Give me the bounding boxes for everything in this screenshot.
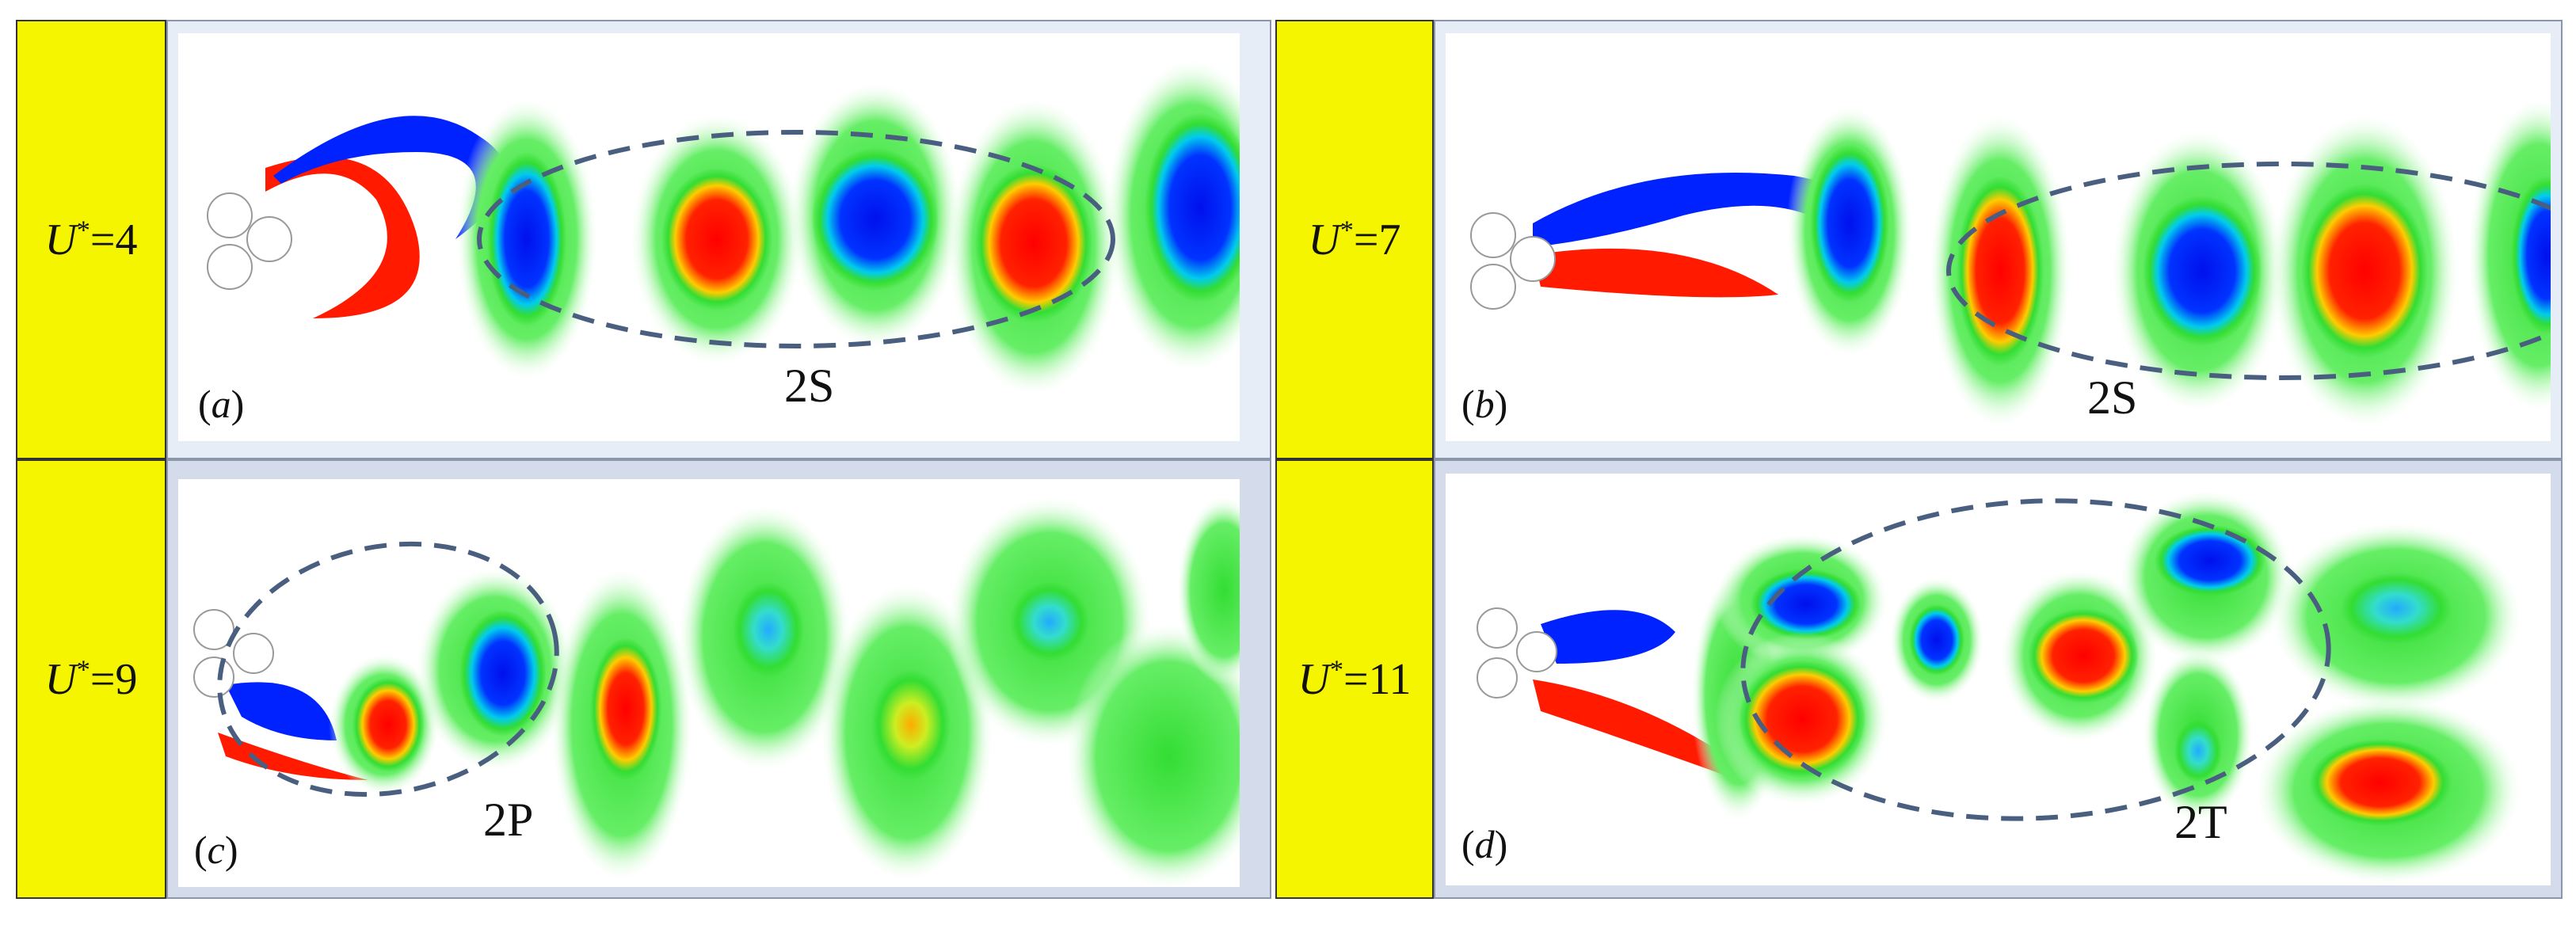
vorticity-field-b: (b) 2S	[1446, 33, 2551, 441]
vortex-negative	[487, 152, 566, 326]
velocity-symbol: U	[1308, 215, 1340, 265]
cylinder-icon	[233, 633, 274, 674]
vortex-negative	[2155, 525, 2265, 596]
mode-label: 2T	[2174, 796, 2227, 848]
panel-letter: (b)	[1461, 382, 1507, 426]
shear-layer	[265, 157, 420, 318]
velocity-superscript: *	[1329, 654, 1343, 684]
vortex-negative	[812, 148, 939, 291]
velocity-label-d: U*=11	[1275, 459, 1434, 899]
velocity-value: =4	[90, 215, 138, 265]
shear-layer	[1533, 248, 1778, 298]
velocity-superscript: *	[76, 215, 90, 245]
panel-letter: (a)	[198, 382, 244, 426]
vorticity-field-a: (a) 2S	[178, 33, 1240, 441]
pattern-ellipse	[1740, 498, 2331, 821]
vortex-negative	[1010, 582, 1089, 661]
shear-layer	[273, 116, 506, 239]
cylinder-icon	[207, 192, 253, 238]
vortex-positive	[661, 168, 772, 310]
velocity-value: =11	[1343, 654, 1412, 704]
cylinder-icon	[1516, 631, 1557, 672]
velocity-label-c: U*=9	[16, 459, 166, 899]
vortex-positive	[1739, 660, 1865, 778]
shear-layer	[1541, 610, 1675, 664]
vortex-positive	[871, 669, 951, 780]
cylinder-icon	[193, 657, 234, 698]
shear-layer	[1533, 173, 1865, 255]
vortex-positive	[974, 164, 1093, 322]
vortex-negative	[2143, 196, 2262, 346]
vortex-negative	[1810, 144, 1889, 303]
velocity-superscript: *	[1339, 215, 1354, 245]
vortex-negative	[2511, 176, 2551, 334]
vortex-positive	[1957, 176, 2044, 366]
mode-label: 2P	[483, 794, 533, 846]
pattern-ellipse	[477, 130, 1115, 348]
velocity-symbol: U	[44, 215, 77, 265]
pattern-ellipse	[217, 541, 559, 797]
vortex-positive	[2028, 608, 2139, 703]
pattern-ellipse	[1946, 162, 2551, 380]
cylinder-icon	[1477, 607, 1518, 649]
cylinder-icon	[1470, 212, 1516, 258]
vortex-negative	[2174, 719, 2222, 782]
cylinder-icon	[1510, 236, 1556, 282]
velocity-value: =9	[90, 654, 138, 704]
vortex-positive	[352, 677, 424, 772]
mode-label: 2S	[2087, 371, 2137, 424]
vortex-negative	[1145, 112, 1240, 303]
cylinder-icon	[246, 216, 292, 262]
vortex-negative	[2341, 573, 2452, 644]
velocity-symbol: U	[44, 654, 77, 704]
vortex	[2467, 97, 2551, 413]
vortex-negative	[1751, 569, 1862, 640]
vortex-negative	[459, 610, 547, 737]
shear-layer	[226, 682, 337, 740]
shear-layer	[218, 733, 368, 780]
vortex-positive	[590, 638, 661, 780]
mode-label: 2S	[784, 360, 834, 412]
velocity-superscript: *	[76, 654, 90, 684]
velocity-label-b: U*=7	[1275, 20, 1434, 459]
vorticity-field-c: (c) 2P	[178, 479, 1240, 887]
panel-letter: (c)	[194, 828, 238, 872]
vortex-positive	[2301, 184, 2428, 358]
velocity-symbol: U	[1298, 654, 1330, 704]
cylinder-icon	[193, 609, 234, 650]
velocity-value: =7	[1353, 215, 1401, 265]
vortex-negative	[733, 582, 804, 677]
shear-layer	[1533, 679, 1745, 777]
panel-letter: (d)	[1461, 822, 1507, 866]
cylinder-icon	[207, 244, 253, 290]
vortex-negative	[1909, 604, 1964, 676]
velocity-label-a: U*=4	[16, 20, 166, 459]
cylinder-icon	[1477, 657, 1518, 699]
vortex-positive	[2309, 739, 2452, 826]
vorticity-field-d: (d) 2T	[1446, 474, 2551, 885]
vortex	[1065, 622, 1240, 887]
cylinder-icon	[1470, 264, 1516, 310]
vortex	[1176, 495, 1240, 685]
